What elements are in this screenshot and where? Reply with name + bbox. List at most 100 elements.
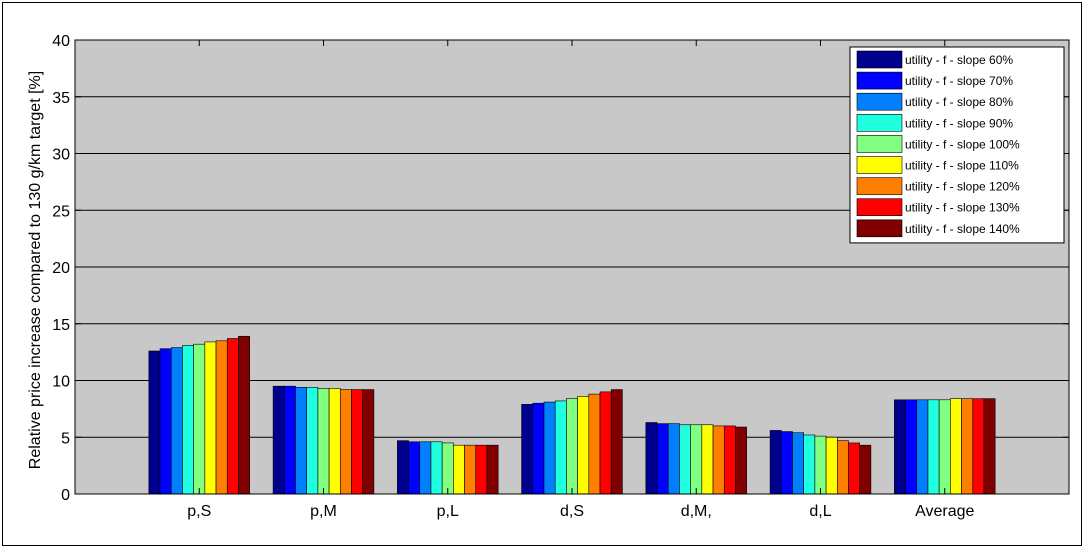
bar <box>182 345 194 495</box>
bar <box>475 444 488 495</box>
x-tick-label: d,M, <box>681 503 712 520</box>
bar <box>430 441 443 495</box>
bar <box>226 338 239 495</box>
bar <box>769 430 782 495</box>
legend-label: utility - f - slope 70% <box>905 74 1013 88</box>
bar <box>803 434 816 495</box>
bar <box>193 343 206 495</box>
bar <box>927 399 940 495</box>
bar <box>328 388 341 495</box>
legend-swatch <box>856 219 903 238</box>
legend-label: utility - f - slope 60% <box>905 53 1013 67</box>
legend-swatch <box>856 71 903 90</box>
bar <box>792 432 804 495</box>
bar <box>599 391 612 495</box>
legend-label: utility - f - slope 100% <box>905 137 1020 151</box>
legend-swatch <box>856 114 903 132</box>
bar <box>554 400 567 495</box>
bar <box>532 402 545 495</box>
bar <box>486 444 499 495</box>
bar <box>645 422 658 495</box>
bar <box>317 388 330 495</box>
legend-label: utility - f - slope 80% <box>905 95 1013 109</box>
bar <box>397 440 409 495</box>
bar <box>667 423 680 495</box>
bar <box>712 425 725 495</box>
bar <box>204 341 217 495</box>
y-tick-label: 35 <box>52 90 70 107</box>
bar <box>339 389 352 495</box>
legend-label: utility - f - slope 140% <box>905 222 1020 236</box>
x-tick-label: d,S <box>560 503 584 520</box>
bar <box>825 436 838 495</box>
bar <box>577 396 590 495</box>
x-tick-label: p,M <box>310 503 337 520</box>
bar <box>780 431 793 495</box>
legend-swatch <box>856 177 903 195</box>
bar <box>723 425 736 495</box>
y-tick-label: 0 <box>61 487 70 504</box>
x-tick-label: Average <box>915 503 974 520</box>
legend-swatch <box>856 156 903 174</box>
bar <box>566 398 578 495</box>
bar <box>848 442 860 495</box>
legend-label: utility - f - slope 110% <box>905 159 1019 173</box>
bar <box>441 442 454 495</box>
bar <box>836 440 849 495</box>
y-tick-label: 15 <box>52 317 70 334</box>
bar <box>972 398 985 495</box>
x-tick-label: p,L <box>437 503 459 520</box>
bar <box>170 347 183 495</box>
legend-label: utility - f - slope 90% <box>905 116 1013 130</box>
bar <box>272 385 285 495</box>
bar <box>295 387 307 495</box>
bar <box>453 444 465 495</box>
y-axis-label: Relative price increase compared to 130 … <box>27 71 44 469</box>
axes-box <box>74 39 1070 495</box>
bar <box>521 404 534 495</box>
bar <box>950 398 962 495</box>
bar <box>701 424 714 495</box>
legend-swatch <box>856 198 903 216</box>
bar <box>814 435 827 495</box>
bar <box>916 399 929 495</box>
x-tick-label: p,S <box>187 503 211 520</box>
bar <box>543 401 556 495</box>
bar <box>735 426 747 495</box>
y-tick-label: 40 <box>52 33 70 50</box>
y-tick-label: 20 <box>52 260 70 277</box>
y-tick-label: 10 <box>52 374 70 391</box>
bar <box>690 424 703 495</box>
bar <box>215 340 228 495</box>
bar <box>961 398 974 495</box>
bar <box>159 348 172 495</box>
bar <box>938 399 951 495</box>
legend-swatch <box>856 92 903 111</box>
bar <box>351 389 363 495</box>
bar <box>408 441 421 495</box>
legend-swatch <box>856 50 903 69</box>
bar <box>464 444 477 495</box>
bar <box>588 393 601 495</box>
bar <box>283 385 296 495</box>
bar <box>306 387 319 495</box>
legend-label: utility - f - slope 120% <box>905 180 1020 194</box>
bar <box>148 350 161 495</box>
legend-swatch <box>856 135 903 153</box>
bar <box>983 398 996 495</box>
bar <box>905 399 918 495</box>
legend-label: utility - f - slope 130% <box>905 201 1020 215</box>
bar <box>894 399 906 495</box>
bar <box>656 423 669 495</box>
bar <box>610 389 623 495</box>
bar <box>679 424 691 495</box>
bar <box>419 441 432 495</box>
x-tick-label: d,L <box>809 503 831 520</box>
y-tick-label: 5 <box>61 430 70 447</box>
bar <box>362 389 375 495</box>
bar <box>859 444 872 495</box>
bar <box>238 335 250 495</box>
y-tick-label: 30 <box>52 147 70 164</box>
y-tick-label: 25 <box>52 203 70 220</box>
